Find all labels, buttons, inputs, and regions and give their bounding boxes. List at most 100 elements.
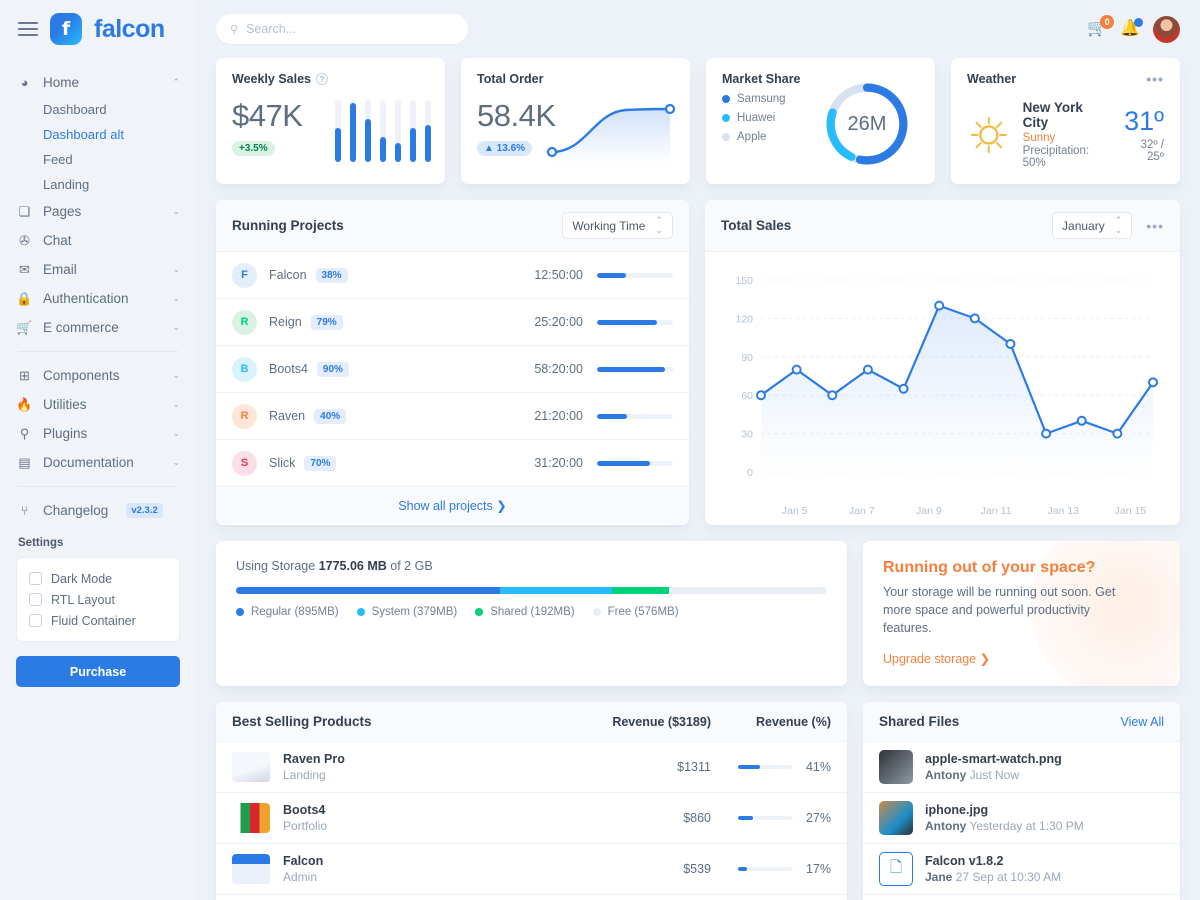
promo-heading: Running out of your space? bbox=[883, 559, 1096, 576]
user-avatar[interactable] bbox=[1153, 15, 1180, 43]
file-row[interactable]: apple-smart-watch.png Antony Just Now bbox=[863, 742, 1180, 794]
menu-toggle-icon[interactable] bbox=[18, 22, 38, 36]
legend-item-samsung: Samsung bbox=[722, 93, 919, 105]
weather-more-icon[interactable]: ••• bbox=[1146, 71, 1164, 87]
sidebar-subitem-dashboard[interactable]: Dashboard bbox=[43, 102, 107, 117]
cart-button[interactable]: 🛒 0 bbox=[1087, 15, 1115, 37]
file-row[interactable]: iphone.jpg Antony Yesterday at 1:30 PM bbox=[863, 793, 1180, 845]
sidebar-item-documentation[interactable]: ▤ Documentation ⌄ bbox=[16, 448, 180, 477]
working-time-select[interactable]: Working Time ⌃ ⌄ bbox=[562, 212, 673, 239]
product-row[interactable]: SlickBuilder$2458% bbox=[216, 895, 847, 900]
product-category: Portfolio bbox=[283, 819, 328, 834]
search-box[interactable]: ⚲ bbox=[216, 14, 468, 44]
sidebar-subitem-feed[interactable]: Feed bbox=[43, 152, 73, 167]
month-select[interactable]: January ⌃ ⌄ bbox=[1052, 212, 1133, 239]
project-row[interactable]: B Boots4 90% 58:20:00 bbox=[216, 346, 689, 393]
product-row[interactable]: Boots4 Portfolio $860 27% bbox=[216, 793, 847, 845]
topbar: ⚲ 🛒 0 🔔 bbox=[196, 0, 1200, 58]
projects-title: Running Projects bbox=[232, 218, 344, 233]
sidebar-subitem-landing[interactable]: Landing bbox=[43, 177, 90, 192]
show-all-projects-link[interactable]: Show all projects ❯ bbox=[216, 487, 689, 524]
legend-dot-icon bbox=[722, 133, 730, 141]
sidebar-item-authentication[interactable]: 🔒 Authentication ⌄ bbox=[16, 284, 180, 313]
sidebar-item-pages[interactable]: ❏ Pages ⌄ bbox=[16, 197, 180, 226]
legend-label: Samsung bbox=[737, 93, 786, 105]
sidebar-item-email[interactable]: ✉ Email ⌄ bbox=[16, 255, 180, 284]
legend-label: Free (576MB) bbox=[607, 606, 679, 618]
checkbox-icon[interactable] bbox=[29, 593, 42, 606]
product-name: Raven Pro bbox=[283, 752, 345, 767]
storage-legend: Regular (895MB) System (379MB) Shared (192… bbox=[236, 606, 827, 618]
weather-temps: 31º 32º / 25º bbox=[1123, 106, 1164, 163]
total-order-title: Total Order bbox=[477, 72, 544, 86]
sparkline-bar bbox=[410, 100, 416, 162]
market-share-card: Market Share Samsung Huawei Apple bbox=[706, 58, 935, 184]
product-row[interactable]: Falcon Admin $539 17% bbox=[216, 844, 847, 896]
sidebar-item-label: Changelog bbox=[43, 503, 109, 518]
svg-text:90: 90 bbox=[741, 352, 753, 364]
line-chart-svg: 0 30 60 90 120 150 bbox=[735, 275, 1158, 479]
checkbox-icon[interactable] bbox=[29, 572, 42, 585]
project-progress-bar bbox=[597, 272, 673, 278]
sidebar-item-chat[interactable]: ✇ Chat bbox=[16, 226, 180, 255]
projects-header: Running Projects Working Time ⌃ ⌄ bbox=[216, 200, 689, 252]
sidebar-item-label: Plugins bbox=[43, 426, 88, 441]
file-name: Falcon v1.8.2 bbox=[925, 854, 1004, 869]
project-row[interactable]: F Falcon 38% 12:50:00 bbox=[216, 252, 689, 299]
sidebar-item-ecommerce[interactable]: 🛒 E commerce ⌄ bbox=[16, 313, 180, 342]
project-progress-bar bbox=[597, 413, 673, 419]
help-icon[interactable]: ? bbox=[316, 73, 328, 85]
sidebar-item-home[interactable]: ◕ Home ⌃ bbox=[16, 68, 180, 97]
products-col-percent: Revenue (%) bbox=[755, 714, 831, 729]
file-name: iphone.jpg bbox=[925, 803, 989, 818]
file-meta: Jane 27 Sep at 10:30 AM bbox=[925, 870, 1061, 884]
storage-segment bbox=[500, 587, 613, 594]
purchase-button[interactable]: Purchase bbox=[16, 656, 180, 687]
product-progress-bar bbox=[738, 765, 792, 770]
file-row[interactable]: iMac.jpgRowen 23 Sep at 6:10 PM bbox=[863, 895, 1180, 900]
setting-dark-mode[interactable]: Dark Mode bbox=[29, 568, 167, 589]
storage-legend-item: Shared (192MB) bbox=[475, 606, 575, 618]
weather-range: 32º / 25º bbox=[1140, 139, 1164, 163]
weather-title: Weather bbox=[967, 72, 1017, 86]
weather-card: Weather ••• bbox=[951, 58, 1180, 184]
legend-dot-icon bbox=[356, 608, 365, 616]
total-sales-more-icon[interactable]: ••• bbox=[1146, 217, 1164, 234]
sparkline-bar bbox=[395, 100, 401, 162]
setting-rtl-layout[interactable]: RTL Layout bbox=[29, 589, 167, 610]
products-title: Best Selling Products bbox=[232, 714, 372, 730]
product-percent-wrap: 41% bbox=[711, 760, 831, 774]
chevron-down-icon: ⌄ bbox=[172, 457, 180, 467]
total-order-card: Total Order 58.4K ▲ 13.6% bbox=[461, 58, 690, 184]
chevron-down-icon: ⌄ bbox=[172, 399, 180, 409]
project-time: 12:50:00 bbox=[534, 268, 583, 282]
sidebar-item-components[interactable]: ⊞ Components ⌄ bbox=[16, 361, 180, 390]
sidebar-item-plugins[interactable]: ⚲ Plugins ⌄ bbox=[16, 419, 180, 448]
product-thumbnail bbox=[232, 752, 270, 783]
sparkline-bar bbox=[380, 100, 386, 162]
project-row[interactable]: R Raven 40% 21:20:00 bbox=[216, 393, 689, 440]
svg-text:120: 120 bbox=[735, 313, 753, 325]
sidebar-item-utilities[interactable]: 🔥 Utilities ⌄ bbox=[16, 390, 180, 419]
book-icon: ▤ bbox=[18, 455, 31, 470]
project-row[interactable]: S Slick 70% 31:20:00 bbox=[216, 440, 689, 487]
weather-temperature: 31º bbox=[1124, 106, 1164, 136]
file-row[interactable]: 🗋 Falcon v1.8.2 Jane 27 Sep at 10:30 AM bbox=[863, 844, 1180, 896]
products-header: Best Selling Products Revenue ($3189) Re… bbox=[216, 702, 847, 743]
total-sales-title: Total Sales bbox=[721, 218, 792, 233]
project-row[interactable]: R Reign 79% 25:20:00 bbox=[216, 299, 689, 346]
pages-icon: ❏ bbox=[18, 204, 31, 219]
search-input[interactable] bbox=[246, 22, 454, 36]
setting-fluid-container[interactable]: Fluid Container bbox=[29, 610, 167, 631]
product-row[interactable]: Raven Pro Landing $1311 41% bbox=[216, 742, 847, 794]
product-percent: 41% bbox=[805, 760, 831, 775]
sidebar-subitem-dashboard-alt[interactable]: Dashboard alt bbox=[43, 127, 124, 142]
view-all-link[interactable]: View All bbox=[1120, 714, 1164, 729]
sidebar-item-changelog[interactable]: ⑂ Changelog v2.3.2 bbox=[16, 496, 180, 525]
main-area: ⚲ 🛒 0 🔔 Weekly Sales ? bbox=[196, 0, 1200, 900]
checkbox-icon[interactable] bbox=[29, 614, 42, 627]
upgrade-storage-link[interactable]: Upgrade storage ❯ bbox=[883, 652, 991, 667]
notifications-button[interactable]: 🔔 bbox=[1120, 18, 1143, 37]
brand-header: f falcon bbox=[16, 0, 180, 58]
x-axis-tick: Jan 5 bbox=[781, 505, 808, 517]
